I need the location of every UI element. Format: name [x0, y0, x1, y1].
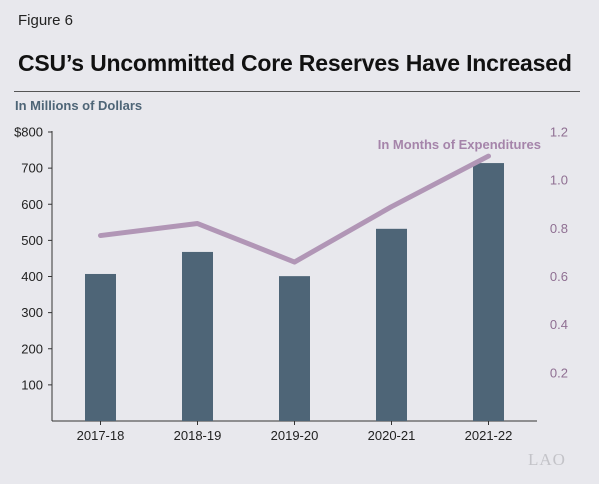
right-axis-tick-label: 0.2: [550, 365, 568, 380]
left-axis-tick-label: 400: [21, 269, 43, 284]
right-axis-tick-label: 0.6: [550, 269, 568, 284]
left-axis-units-label: In Millions of Dollars: [15, 98, 143, 113]
left-axis-tick-label: 500: [21, 233, 43, 248]
right-axis-tick-label: 1.0: [550, 173, 568, 188]
figure-label: Figure 6: [18, 12, 74, 29]
right-axis-tick-label: 0.8: [550, 221, 568, 236]
bar-2018-19: [182, 251, 213, 421]
bar-2017-18: [85, 273, 116, 421]
line-series-label: In Months of Expenditures: [378, 137, 541, 152]
chart-title: CSU’s Uncommitted Core Reserves Have Inc…: [18, 50, 572, 76]
left-axis-tick-label: 100: [21, 377, 43, 392]
bar-2021-22: [473, 163, 504, 421]
x-axis-tick-label: 2018-19: [174, 428, 222, 443]
x-axis-tick-label: 2019-20: [271, 428, 319, 443]
right-axis-tick-label: 0.4: [550, 317, 568, 332]
left-axis-tick-label: 600: [21, 197, 43, 212]
title-rule: [14, 91, 580, 92]
left-axis-tick-label: $800: [14, 125, 43, 140]
x-axis-tick-label: 2017-18: [77, 428, 125, 443]
left-axis-tick-label: 200: [21, 341, 43, 356]
lao-logo: LAO: [528, 450, 566, 469]
left-axis-tick-label: 700: [21, 161, 43, 176]
right-axis-tick-label: 1.2: [550, 125, 568, 140]
left-axis-tick-label: 300: [21, 305, 43, 320]
months-of-expenditures-line: [98, 153, 491, 265]
x-axis-tick-label: 2020-21: [368, 428, 416, 443]
bar-2019-20: [279, 276, 310, 421]
bar-2020-21: [376, 228, 407, 421]
x-axis-tick-label: 2021-22: [465, 428, 513, 443]
